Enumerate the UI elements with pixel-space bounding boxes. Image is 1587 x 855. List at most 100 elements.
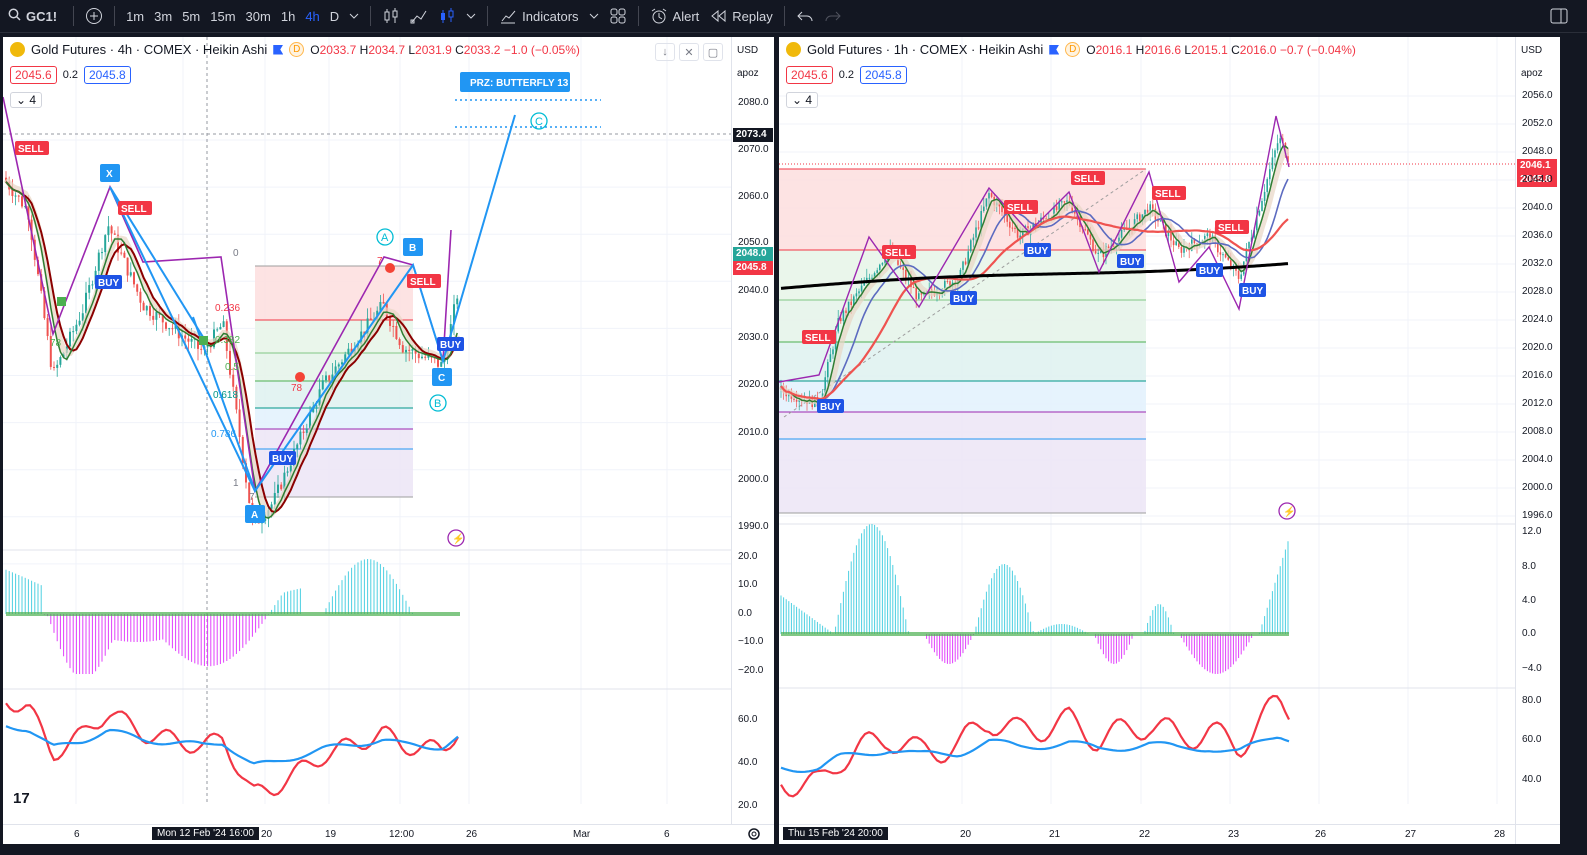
ohlc-values: O2033.7 H2034.7 L2031.9 C2033.2 −1.0 (−0…	[310, 42, 580, 57]
sell-price-button[interactable]: 2045.6	[10, 66, 57, 84]
candle-body	[873, 273, 876, 278]
currency-label[interactable]: USD	[737, 45, 759, 56]
candle-body	[62, 352, 65, 358]
candle-body	[273, 492, 276, 505]
candle-body	[824, 377, 826, 394]
sell-signal: SELL	[1074, 174, 1100, 185]
heikin-ashi-button[interactable]	[433, 3, 461, 29]
interval-5m[interactable]: 5m	[182, 8, 201, 24]
chevron-down-icon	[466, 13, 476, 19]
buy-price-button[interactable]: 2045.8	[84, 66, 131, 84]
interval-1m[interactable]: 1m	[126, 8, 145, 24]
currency-label[interactable]: USD	[1521, 45, 1543, 56]
price-tick-label: 1996.0	[1522, 510, 1553, 521]
chart-pane-1h[interactable]: SELL SELL SELL SELL SELL SELL BUY BUY BUY BUY BUY B…	[779, 37, 1515, 844]
indicators-button[interactable]: Indicators	[494, 3, 583, 29]
candle-body	[168, 328, 171, 330]
delayed-badge-icon[interactable]: D	[289, 42, 305, 57]
crosshair-price-tag: 2073.4	[733, 128, 773, 142]
maximize-icon[interactable]: ▢	[703, 43, 723, 61]
last-price-tag: 2048.0	[733, 247, 773, 261]
candle-body	[165, 322, 167, 329]
close-icon[interactable]: ✕	[679, 43, 699, 61]
flag-icon[interactable]	[273, 44, 284, 55]
candle-body	[1149, 204, 1151, 215]
candle-body	[456, 298, 459, 305]
chart-canvas-1h[interactable]: SELL SELL SELL SELL SELL SELL BUY BUY BUY BUY BUY B…	[779, 37, 1515, 824]
osc-tick-label: 12.0	[1522, 526, 1542, 537]
undo-button[interactable]	[791, 3, 819, 29]
indicators-dropdown[interactable]	[584, 3, 604, 29]
candle-body	[232, 374, 235, 387]
candle-body	[129, 272, 132, 276]
chart-canvas-4h[interactable]: PRZ: BUTTERFLY 13 X A B C A B C 0 1 0.236 0.382 0.5 0…	[3, 37, 731, 824]
candle-body	[120, 252, 123, 254]
chart-pane-4h[interactable]: PRZ: BUTTERFLY 13 X A B C A B C 0 1 0.236 0.382 0.5 0…	[3, 37, 774, 844]
arrow-down-icon[interactable]: ↓	[655, 43, 675, 61]
candle-body	[990, 193, 993, 197]
indicator-collapse-button[interactable]: ⌄ 4	[786, 92, 819, 108]
candle-body	[1055, 206, 1058, 210]
candle-body	[988, 193, 990, 199]
buy-signal: BUY	[440, 340, 461, 351]
sell-price-button[interactable]: 2045.6	[786, 66, 833, 84]
point-a: A	[251, 510, 258, 521]
rsi-tick-label: 40.0	[1522, 774, 1542, 785]
templates-button[interactable]	[604, 3, 632, 29]
price-axis-4h[interactable]: USD apoz 2073.4 2048.0 2045.8 2080.0 2070…	[731, 37, 774, 824]
candle-body	[395, 326, 398, 340]
candle-body	[341, 362, 343, 365]
candle-body	[980, 211, 982, 228]
lightning-icon	[1278, 502, 1296, 520]
compare-button[interactable]	[80, 3, 108, 29]
price-tick-label: 2050.0	[738, 237, 769, 248]
settings-gear-icon[interactable]	[747, 827, 761, 844]
time-axis-4h[interactable]: Mon 12 Feb '24 16:00 6 20 19 12:00 26 Mar 6	[3, 824, 774, 844]
delayed-badge-icon[interactable]: D	[1065, 42, 1081, 57]
candle-body	[411, 349, 414, 351]
fib-label-0: 0	[233, 248, 239, 259]
osc-tick-label: −20.0	[738, 665, 764, 676]
price-tick-label: 2052.0	[1522, 118, 1553, 129]
replay-button[interactable]: Replay	[704, 3, 777, 29]
symbol-search[interactable]: GC1!	[0, 0, 67, 33]
redo-button[interactable]	[819, 3, 847, 29]
divider	[637, 6, 639, 26]
candle-body	[309, 412, 311, 429]
right-panel-toggle[interactable]	[1545, 3, 1573, 29]
time-axis-1h[interactable]: Thu 15 Feb '24 20:00 20 21 22 23 26 27 28	[779, 824, 1515, 844]
sell-signal-bg	[407, 274, 441, 288]
alert-button[interactable]: Alert	[645, 3, 705, 29]
chart-type-dropdown[interactable]	[461, 3, 481, 29]
scale-mode-label[interactable]: apoz	[1521, 68, 1543, 79]
interval-dropdown[interactable]	[344, 3, 364, 29]
rsi-tick-label: 60.0	[738, 714, 758, 725]
scale-mode-label[interactable]: apoz	[737, 68, 759, 79]
candle-body	[1053, 206, 1055, 219]
candle-body	[126, 257, 129, 276]
interval-d[interactable]: D	[329, 8, 340, 24]
point-x: X	[106, 169, 113, 180]
interval-4h[interactable]: 4h	[305, 8, 320, 24]
indicator-collapse-button[interactable]: ⌄ 4	[10, 92, 43, 108]
flag-icon[interactable]	[1049, 44, 1060, 55]
interval-3m[interactable]: 3m	[154, 8, 173, 24]
check-marker	[57, 297, 66, 306]
replay-label: Replay	[732, 8, 773, 24]
interval-15m[interactable]: 15m	[210, 8, 236, 24]
interval-30m[interactable]: 30m	[245, 8, 271, 24]
line-style-button[interactable]	[405, 3, 433, 29]
time-tick-label: 27	[1405, 829, 1417, 840]
bar-style-button[interactable]	[377, 3, 405, 29]
buy-price-button[interactable]: 2045.8	[860, 66, 907, 84]
interval-1h[interactable]: 1h	[280, 8, 296, 24]
indicators-icon	[499, 7, 517, 25]
candle-body	[27, 206, 30, 220]
price-axis-1h[interactable]: USD apoz 2046.1 2045.8 2056.0 2052.0 2048.…	[1515, 37, 1560, 824]
candle-body	[14, 195, 17, 197]
candle-body	[1266, 179, 1268, 192]
buy-signal-bg	[1024, 243, 1051, 257]
price-tick-label: 2030.0	[738, 332, 769, 343]
time-tick-label: 22	[1139, 829, 1151, 840]
candle-body	[1224, 254, 1227, 258]
